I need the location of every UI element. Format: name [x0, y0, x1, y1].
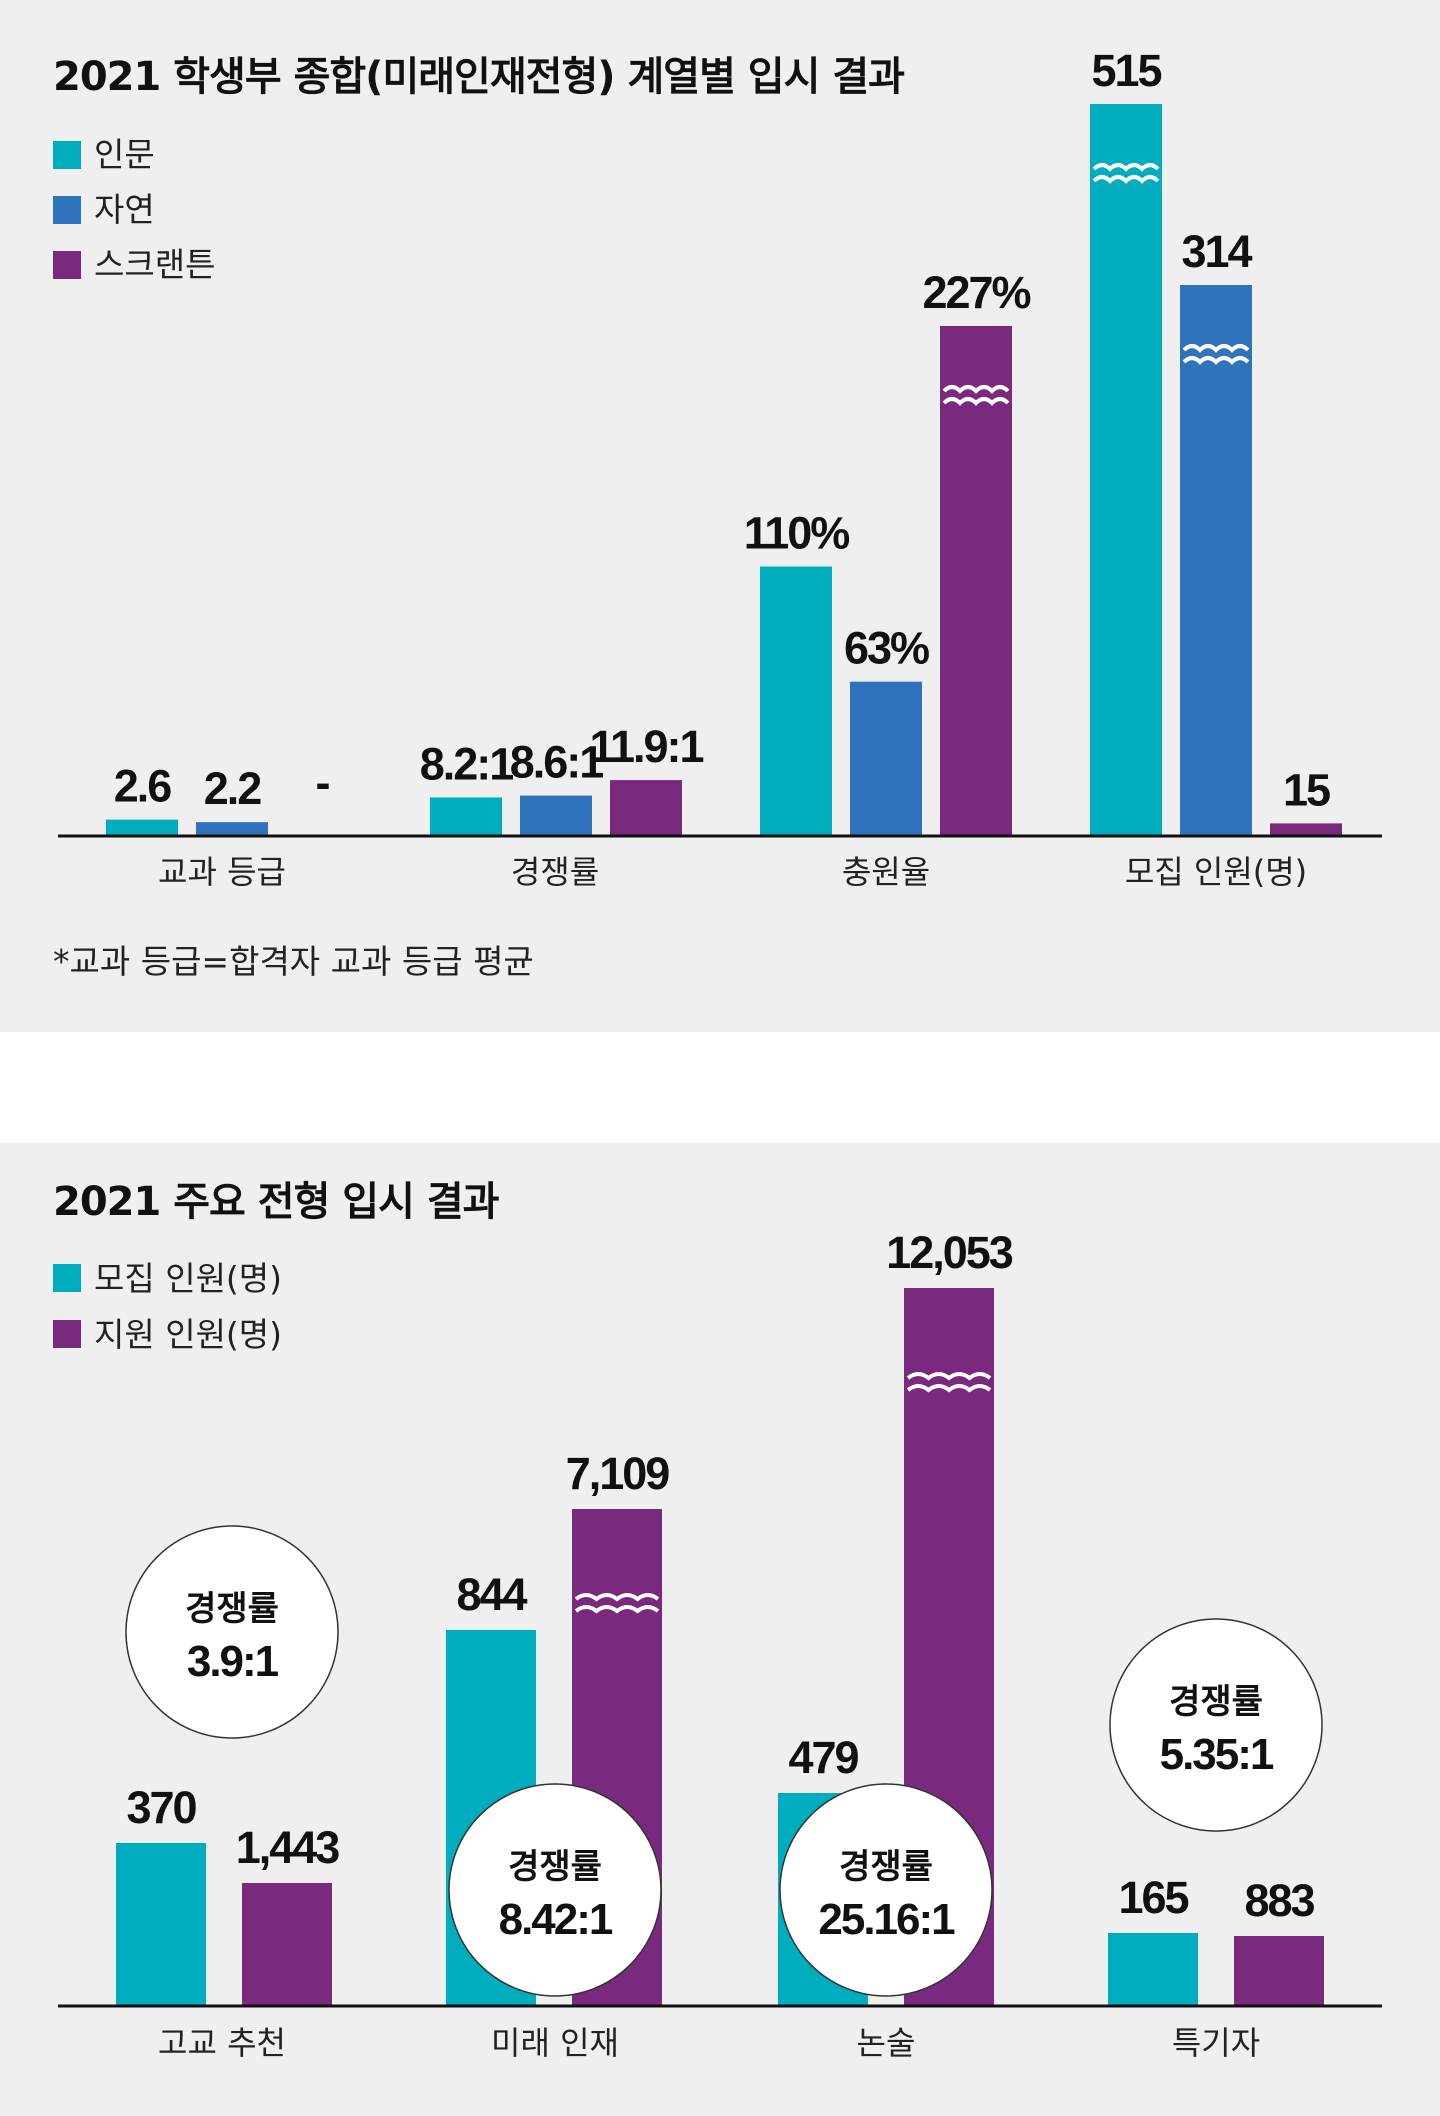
value-label-fill-rate-scranton: 227%	[922, 267, 1030, 318]
bar-school-rec-recruit	[116, 1843, 206, 2006]
category-label-recruit: 모집 인원(명)	[1125, 853, 1307, 891]
chart1-value-labels: 2.6 8.2:1 110% 515 2.2 8.6:1 63% 314 - 11.9:1 227%…	[114, 45, 1332, 815]
value-label-competition-humanities: 8.2:1	[420, 738, 514, 789]
value-label-fill-rate-humanities: 110%	[744, 508, 850, 559]
ratio-bubble-circle	[779, 1783, 993, 1997]
chart2-title: 2021 주요 전형 입시 결과	[53, 1179, 500, 1225]
ratio-bubble-label: 경쟁률	[185, 1589, 279, 1629]
bar-recruit-humanities	[1090, 104, 1162, 836]
bar-grade-humanities	[106, 819, 178, 836]
bar-special-recruit	[1108, 1933, 1198, 2006]
value-label-school-rec-applicants: 1,443	[236, 1822, 340, 1873]
value-label-grade-scranton: -	[316, 757, 330, 808]
ratio-bubble-future-talent: 경쟁률 8.42:1	[448, 1783, 662, 1997]
bar-recruit-natural	[1180, 285, 1252, 836]
chart1-category-labels: 교과 등급 경쟁률 충원율 모집 인원(명)	[158, 853, 1307, 891]
ratio-bubble-special: 경쟁률 5.35:1	[1109, 1618, 1323, 1832]
legend-label-humanities: 인문	[94, 135, 155, 174]
chart2-ratio-bubbles: 경쟁률 3.9:1 경쟁률 8.42:1 경쟁률 25.16:1 경쟁률 5.35:1	[125, 1525, 1323, 1997]
value-label-special-applicants: 883	[1244, 1875, 1314, 1926]
value-label-recruit-scranton: 15	[1283, 764, 1330, 815]
ratio-bubble-value: 5.35:1	[1160, 1730, 1274, 1779]
axis-break-recruit-natural	[1182, 344, 1250, 365]
ratio-bubble-value: 3.9:1	[187, 1637, 279, 1686]
legend-swatch-scranton	[53, 251, 81, 279]
value-label-recruit-humanities: 515	[1091, 45, 1161, 96]
axis-break-essay-applicants	[906, 1372, 992, 1393]
legend-swatch-recruit	[53, 1264, 81, 1292]
value-label-future-talent-recruit: 844	[456, 1569, 527, 1620]
ratio-bubble-circle	[1109, 1618, 1323, 1832]
bar-special-applicants	[1234, 1936, 1324, 2006]
axis-break-fill-rate-scranton	[942, 385, 1010, 406]
ratio-bubble-label: 경쟁률	[508, 1847, 602, 1887]
chart1-footnote: *교과 등급=합격자 교과 등급 평균	[53, 942, 534, 981]
ratio-bubble-school-rec: 경쟁률 3.9:1	[125, 1525, 339, 1739]
value-label-grade-humanities: 2.6	[114, 761, 172, 812]
legend-swatch-humanities	[53, 141, 81, 169]
bar-grade-natural	[196, 822, 268, 836]
ratio-bubble-label: 경쟁률	[839, 1847, 933, 1887]
legend-label-recruit: 모집 인원(명)	[94, 1259, 282, 1298]
value-label-competition-natural: 8.6:1	[510, 737, 604, 788]
bar-competition-scranton	[610, 780, 682, 836]
bar-fill-rate-scranton	[940, 326, 1012, 836]
value-label-essay-recruit: 479	[788, 1732, 858, 1783]
category-label-fill-rate: 충원율	[842, 853, 930, 891]
chart2-category-labels: 고교 추천 미래 인재 논술 특기자	[158, 2024, 1260, 2062]
category-label-grade: 교과 등급	[158, 853, 286, 891]
ratio-bubble-essay: 경쟁률 25.16:1	[779, 1783, 993, 1997]
bar-fill-rate-natural	[850, 681, 922, 836]
value-label-school-rec-recruit: 370	[126, 1782, 196, 1833]
bar-competition-natural	[520, 795, 592, 836]
bar-fill-rate-humanities	[760, 566, 832, 836]
bar-recruit-scranton	[1270, 823, 1342, 836]
axis-break-future-talent-applicants	[574, 1593, 660, 1614]
bar-school-rec-applicants	[242, 1883, 332, 2006]
ratio-bubble-value: 25.16:1	[818, 1895, 955, 1944]
category-label-future-talent: 미래 인재	[491, 2024, 619, 2062]
value-label-future-talent-applicants: 7,109	[566, 1448, 670, 1499]
value-label-recruit-natural: 314	[1181, 226, 1252, 277]
category-label-competition: 경쟁률	[511, 853, 599, 891]
value-label-fill-rate-natural: 63%	[844, 623, 929, 674]
chart1-title: 2021 학생부 종합(미래인재전형) 계열별 입시 결과	[53, 54, 905, 100]
category-label-special: 특기자	[1172, 2024, 1260, 2062]
value-label-grade-natural: 2.2	[204, 763, 262, 814]
legend-label-natural: 자연	[94, 190, 155, 229]
chart2-legend: 모집 인원(명) 지원 인원(명)	[53, 1259, 282, 1354]
legend-swatch-natural	[53, 196, 81, 224]
legend-label-applicants: 지원 인원(명)	[94, 1315, 282, 1354]
legend-label-scranton: 스크랜튼	[94, 245, 215, 284]
value-label-essay-applicants: 12,053	[886, 1227, 1013, 1278]
chart2-value-labels: 370 844 479 165 1,443 7,109 12,053 883	[126, 1227, 1316, 1926]
bar-competition-humanities	[430, 797, 502, 836]
category-label-school-rec: 고교 추천	[158, 2024, 286, 2062]
legend-swatch-applicants	[53, 1320, 81, 1348]
chart1-bars	[106, 104, 1342, 836]
ratio-bubble-circle	[448, 1783, 662, 1997]
value-label-competition-scranton: 11.9:1	[589, 721, 703, 772]
ratio-bubble-label: 경쟁률	[1169, 1682, 1263, 1722]
value-label-special-recruit: 165	[1118, 1872, 1188, 1923]
chart1-legend: 인문 자연 스크랜튼	[53, 135, 215, 284]
category-label-essay: 논술	[857, 2024, 916, 2062]
ratio-bubble-value: 8.42:1	[499, 1895, 613, 1944]
axis-break-recruit-humanities	[1092, 163, 1160, 184]
ratio-bubble-circle	[125, 1525, 339, 1739]
